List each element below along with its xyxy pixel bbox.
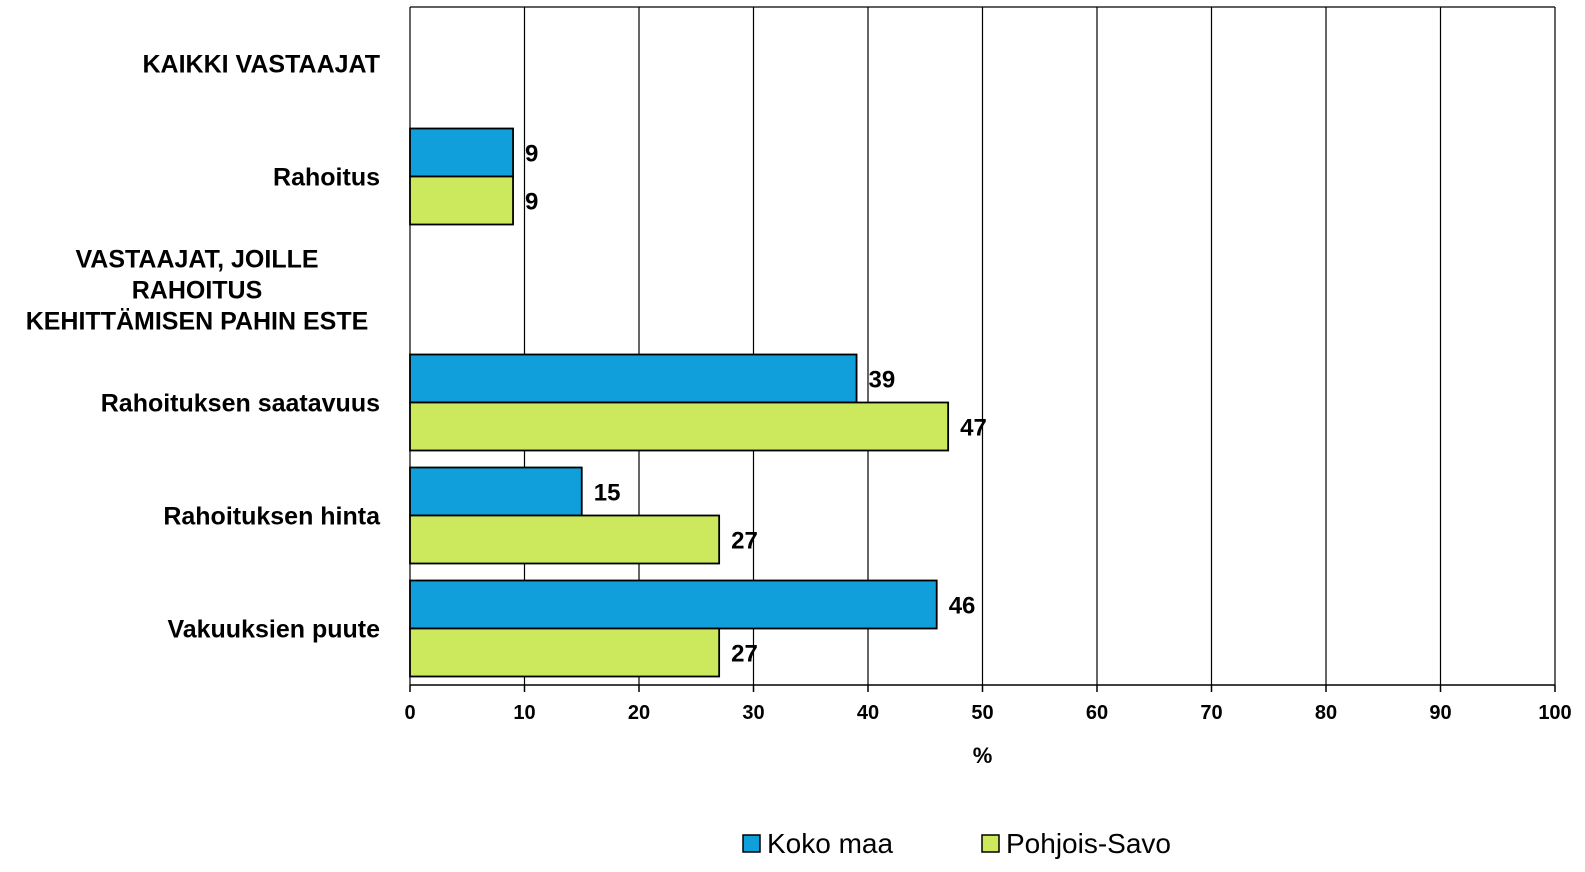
x-axis-title: % [973, 743, 993, 768]
x-tick-label: 100 [1538, 702, 1571, 724]
category-label: Rahoituksen hinta [163, 503, 381, 531]
data-label: 9 [525, 141, 538, 168]
x-tick-label: 90 [1429, 702, 1451, 724]
data-label: 46 [949, 593, 976, 620]
x-tick-label: 80 [1315, 702, 1337, 724]
category-label: Vakuuksien puute [167, 616, 380, 644]
legend-label: Koko maa [767, 828, 893, 859]
category-label: Rahoitus [273, 164, 380, 192]
bar-pohjois-savo [409, 401, 950, 452]
category-label: VASTAAJAT, JOILLE RAHOITUS KEHITTÄMISEN PA… [26, 246, 369, 336]
bar-pohjois-savo [409, 627, 721, 678]
x-tick-label: 40 [857, 702, 879, 724]
x-tick-label: 30 [742, 702, 764, 724]
x-tick-label: 20 [628, 702, 650, 724]
category-label: Rahoituksen saatavuus [101, 390, 380, 418]
legend: Koko maa Pohjois-Savo [742, 828, 1171, 859]
bars [409, 127, 950, 678]
x-tick-label: 0 [404, 702, 415, 724]
data-label: 9 [525, 189, 538, 216]
bar-koko-maa [409, 466, 583, 517]
bar-koko-maa [409, 127, 514, 178]
x-tick-label: 70 [1200, 702, 1222, 724]
legend-swatch [742, 834, 761, 853]
category-labels: KAIKKI VASTAAJAT Rahoitus VASTAAJAT, JOILL… [26, 51, 381, 644]
x-tick-label: 50 [971, 702, 993, 724]
x-axis-ticks: 0 10 20 30 40 50 60 70 80 90 100 [404, 685, 1572, 724]
bar-pohjois-savo [409, 175, 514, 226]
legend-label: Pohjois-Savo [1006, 828, 1171, 859]
bar-koko-maa [409, 579, 938, 630]
data-label: 27 [731, 641, 758, 668]
data-label: 15 [594, 480, 621, 507]
bar-pohjois-savo [409, 514, 721, 565]
data-label: 39 [869, 367, 896, 394]
x-tick-label: 10 [513, 702, 535, 724]
data-label: 27 [731, 528, 758, 555]
data-labels: 9 9 39 47 15 27 46 27 [525, 141, 987, 668]
x-tick-label: 60 [1086, 702, 1108, 724]
legend-swatch [981, 834, 1000, 853]
data-label: 47 [960, 415, 987, 442]
category-label: KAIKKI VASTAAJAT [143, 51, 381, 79]
bar-koko-maa [409, 353, 858, 404]
